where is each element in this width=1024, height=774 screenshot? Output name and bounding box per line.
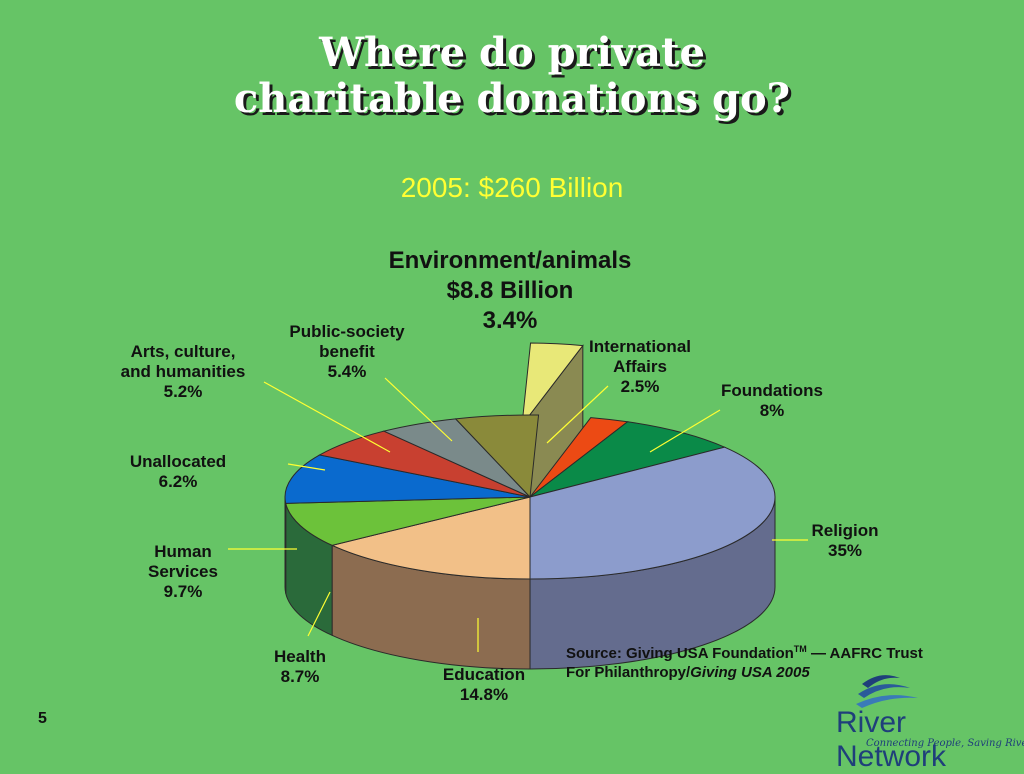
page-number: 5	[38, 710, 47, 727]
slice-label-line: Health	[274, 647, 326, 666]
slice-label-line: 5.2%	[164, 382, 203, 401]
slice-top-religion	[529, 446, 776, 580]
leader-line-public-society-benefit	[384, 377, 453, 442]
slice-public-society-benefit	[454, 414, 540, 499]
slice-label-line: Religion	[811, 521, 878, 540]
title-line-2: charitable donations go?	[233, 75, 791, 122]
slice-label-human-services: Human Services 9.7%	[148, 542, 218, 601]
slice-label-unallocated: Unallocated 6.2%	[130, 452, 226, 491]
slice-label-line: 5.4%	[328, 362, 367, 381]
source-publication: Giving USA 2005	[690, 664, 810, 681]
logo-tagline: Connecting People, Saving Rivers	[866, 738, 1024, 749]
trademark-mark: TM	[793, 644, 807, 654]
chart-subtitle: 2005: $260 Billion	[400, 172, 624, 203]
slice-label-line: Human	[154, 542, 212, 561]
slice-label-arts-culture-and-humanities: Arts, culture, and humanities 5.2%	[121, 342, 246, 401]
slice-religion	[529, 446, 776, 670]
slice-label-line: Environment/animals	[389, 247, 632, 274]
slice-label-line: $8.8 Billion	[447, 277, 574, 304]
leader-line-unallocated	[287, 463, 326, 471]
leader-line-international-affairs	[546, 385, 609, 444]
slice-label-line: Foundations	[721, 381, 823, 400]
slice-label-line: Unallocated	[130, 452, 226, 471]
slice-environment-animals	[521, 342, 584, 517]
river-network-logo: River Network Connecting People, Saving …	[832, 670, 1024, 773]
slice-foundations	[529, 421, 727, 498]
slice-education	[330, 496, 531, 670]
slice-label-line: International	[589, 337, 691, 356]
leader-line-health	[307, 591, 331, 637]
slice-label-line: Arts, culture,	[131, 342, 236, 361]
slice-label-line: Services	[148, 562, 218, 581]
slide-title: Where do private charitable donations go…	[0, 30, 1024, 122]
slice-label-line: 14.8%	[460, 685, 508, 704]
source-line2: For Philanthropy/	[566, 664, 691, 681]
slice-top-human-services	[284, 454, 531, 504]
slice-label-public-society-benefit: Public-society benefit 5.4%	[289, 322, 405, 381]
slice-label-line: 3.4%	[483, 307, 538, 334]
leader-line-foundations	[649, 409, 721, 453]
slice-label-line: benefit	[319, 342, 375, 361]
slice-top-education	[330, 496, 531, 580]
slice-label-line: Public-society	[289, 322, 405, 341]
slice-top-foundations	[529, 421, 727, 498]
source-suffix: — AAFRC Trust	[806, 645, 923, 662]
slice-label-international-affairs: International Affairs 2.5%	[589, 337, 691, 396]
slice-label-line: 2.5%	[621, 377, 660, 396]
river-waves-icon	[856, 675, 918, 708]
slice-top-health	[285, 496, 531, 546]
slice-label-line: 6.2%	[159, 472, 198, 491]
slice-top-environment-animals	[521, 342, 584, 427]
source-note: Source: Giving USA FoundationTM — AAFRC …	[566, 640, 986, 682]
slice-label-line: 8.7%	[281, 667, 320, 686]
slice-label-line: 9.7%	[164, 582, 203, 601]
slice-label-line: 8%	[760, 401, 785, 420]
slice-health	[285, 496, 531, 637]
slice-label-education: Education 14.8%	[443, 665, 525, 704]
slice-top-public-society-benefit	[454, 414, 540, 499]
source-prefix: Source: Giving USA Foundation	[566, 645, 794, 662]
slice-label-line: Education	[443, 665, 525, 684]
leader-line-arts-culture-and-humanities	[263, 381, 391, 453]
slice-label-health: Health 8.7%	[274, 647, 326, 686]
title-line-1: Where do private	[319, 29, 705, 76]
slice-label-line: Affairs	[613, 357, 667, 376]
slice-label-foundations: Foundations 8%	[721, 381, 823, 420]
slice-label-line: 35%	[828, 541, 862, 560]
slice-label-line: and humanities	[121, 362, 246, 381]
slice-human-services	[284, 454, 531, 594]
slice-label-religion: Religion 35%	[811, 521, 878, 560]
slice-label-environment-animals: Environment/animals $8.8 Billion 3.4%	[389, 247, 632, 334]
slice-side-human-services	[284, 496, 287, 594]
